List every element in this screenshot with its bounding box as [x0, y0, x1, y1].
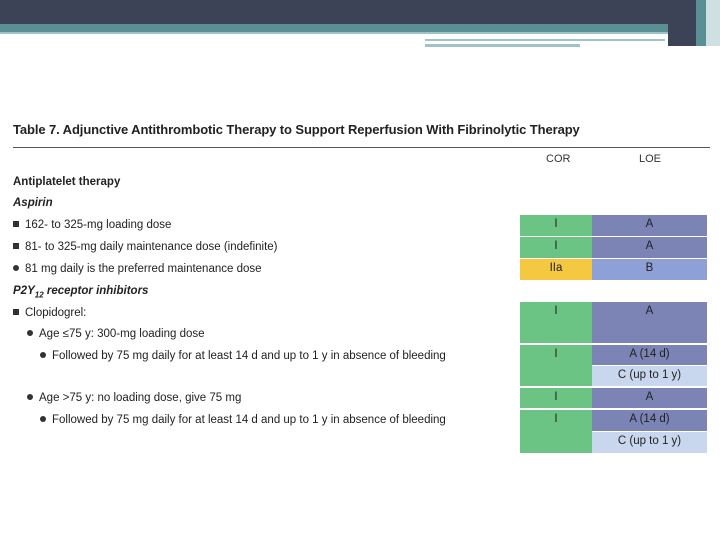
- cor-cell: I: [520, 388, 592, 408]
- cor-cell: I: [520, 215, 592, 236]
- bullet-icon: [40, 352, 46, 358]
- table-row-label: Followed by 75 mg daily for at least 14 …: [40, 414, 446, 426]
- bullet-icon: [40, 416, 46, 422]
- bullet-icon: [13, 265, 19, 271]
- loe-cell: A: [592, 215, 707, 236]
- bullet-icon: [27, 330, 33, 336]
- table-row-label: Followed by 75 mg daily for at least 14 …: [40, 350, 446, 362]
- cor-cell: IIa: [520, 259, 592, 280]
- loe-cell: A (14 d): [592, 410, 707, 431]
- loe-cell: B: [592, 259, 707, 280]
- table-title: Table 7. Adjunctive Antithrombotic Thera…: [13, 122, 580, 137]
- loe-cell: A: [592, 302, 707, 343]
- cor-cell: I: [520, 237, 592, 258]
- section-heading: Antiplatelet therapy: [13, 176, 121, 188]
- header-divider-line: [0, 32, 690, 34]
- header-accent-line: [425, 44, 580, 47]
- table-row-label: Age ≤75 y: 300-mg loading dose: [27, 328, 205, 340]
- bullet-icon: [27, 394, 33, 400]
- header-corner-block: [696, 0, 706, 46]
- header-corner-block: [668, 0, 696, 46]
- header-corner-block: [706, 0, 720, 46]
- header-accent-line: [425, 39, 665, 41]
- loe-cell: A: [592, 388, 707, 408]
- loe-cell: A (14 d): [592, 345, 707, 365]
- cor-cell: I: [520, 345, 592, 386]
- cor-cell: I: [520, 410, 592, 453]
- subsection-heading: Aspirin: [13, 197, 53, 209]
- table-row-label: 81 mg daily is the preferred maintenance…: [13, 263, 262, 275]
- title-rule: [13, 147, 710, 148]
- header-dark-band: [0, 0, 720, 24]
- bullet-icon: [13, 221, 19, 227]
- table-row-label: Clopidogrel:: [13, 307, 86, 319]
- table-row-label: 81- to 325-mg daily maintenance dose (in…: [13, 241, 278, 253]
- loe-cell: C (up to 1 y): [592, 366, 707, 386]
- loe-cell: A: [592, 237, 707, 258]
- subsection-heading: P2Y12 receptor inhibitors: [13, 285, 149, 300]
- table-row-label: Age >75 y: no loading dose, give 75 mg: [27, 392, 241, 404]
- bullet-icon: [13, 309, 19, 315]
- loe-cell: C (up to 1 y): [592, 432, 707, 453]
- column-header-loe: LOE: [639, 153, 662, 165]
- column-header-cor: COR: [546, 153, 571, 165]
- table-row-label: 162- to 325-mg loading dose: [13, 219, 171, 231]
- header-teal-band: [0, 24, 720, 32]
- bullet-icon: [13, 243, 19, 249]
- cor-cell: I: [520, 302, 592, 343]
